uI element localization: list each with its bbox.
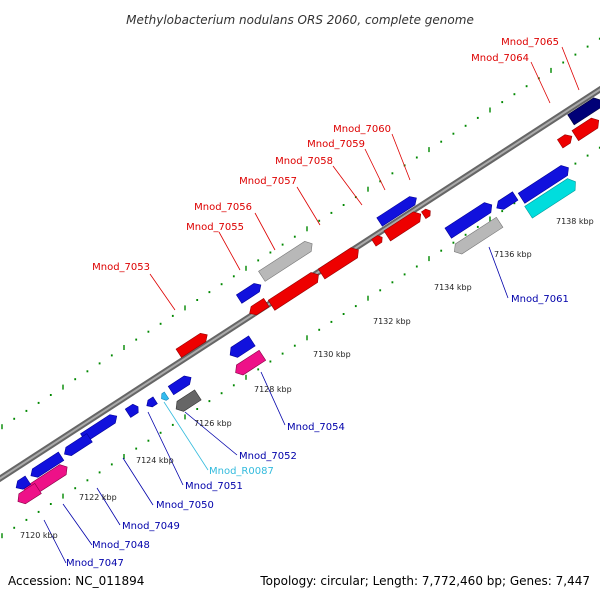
gene-label[interactable]: Mnod_7064	[471, 53, 529, 64]
tick-rows	[1, 37, 600, 539]
gene-arrow[interactable]	[13, 475, 32, 492]
gene-arrow[interactable]	[247, 297, 270, 317]
gene-arrow[interactable]	[267, 270, 322, 311]
gene-arrow[interactable]	[15, 483, 42, 506]
gene-arrow[interactable]	[167, 373, 194, 396]
gene-label[interactable]: Mnod_7053	[92, 262, 150, 273]
tick-label: 7130 kbp	[313, 350, 351, 359]
gene-arrow[interactable]	[517, 163, 572, 204]
tick-label: 7132 kbp	[373, 317, 411, 326]
gene-arrow[interactable]	[317, 245, 361, 280]
gene-label[interactable]: Mnod_R0087	[209, 466, 274, 477]
gene-arrow[interactable]	[173, 389, 202, 414]
gene-arrow[interactable]	[421, 207, 432, 219]
gene-arrow[interactable]	[376, 194, 419, 227]
genome-summary-text: Topology: circular; Length: 7,772,460 bp…	[259, 574, 590, 588]
gene-label[interactable]: Mnod_7049	[122, 521, 180, 532]
tick-label: 7138 kbp	[556, 217, 594, 226]
gene-arrow[interactable]	[235, 281, 263, 304]
tick-label: 7120 kbp	[20, 531, 58, 540]
gene-label[interactable]: Mnod_7055	[186, 222, 244, 233]
gene-label[interactable]: Mnod_7057	[239, 176, 297, 187]
gene-label[interactable]: Mnod_7051	[185, 481, 243, 492]
gene-features	[13, 95, 600, 506]
scale-ticks: 7120 kbp 7122 kbp 7124 kbp 7126 kbp 7128…	[20, 217, 594, 540]
gene-label[interactable]: Mnod_7048	[92, 540, 150, 551]
gene-arrow[interactable]	[444, 200, 495, 239]
gene-arrow[interactable]	[258, 239, 316, 282]
tick-label: 7134 kbp	[434, 283, 472, 292]
gene-arrow[interactable]	[556, 132, 574, 149]
tick-label: 7122 kbp	[79, 493, 117, 502]
gene-arrow[interactable]	[383, 209, 424, 242]
gene-label[interactable]: Mnod_7052	[239, 451, 297, 462]
gene-arrow[interactable]	[28, 451, 65, 480]
gene-label[interactable]: Mnod_7050	[156, 500, 214, 511]
accession-text: Accession: NC_011894	[8, 574, 144, 588]
gene-arrow[interactable]	[494, 191, 519, 212]
gene-label[interactable]: Mnod_7061	[511, 294, 569, 305]
gene-label[interactable]: Mnod_7056	[194, 202, 252, 213]
gene-label[interactable]: Mnod_7058	[275, 156, 333, 167]
gene-arrow[interactable]	[145, 396, 158, 409]
gene-label[interactable]: Mnod_7059	[307, 139, 365, 150]
gene-arrow[interactable]	[232, 349, 267, 377]
gene-arrow[interactable]	[62, 433, 93, 459]
gene-arrow[interactable]	[175, 331, 210, 358]
gene-arrow[interactable]	[451, 216, 504, 256]
upper-gene-labels: Mnod_7053 Mnod_7055 Mnod_7056 Mnod_7057 …	[92, 37, 580, 311]
gene-label[interactable]: Mnod_7060	[333, 124, 391, 135]
gene-arrow[interactable]	[227, 335, 256, 360]
gene-arrow[interactable]	[567, 95, 600, 126]
gene-arrow[interactable]	[124, 403, 141, 418]
gene-label[interactable]: Mnod_7054	[287, 422, 345, 433]
tick-label: 7124 kbp	[136, 456, 174, 465]
gene-arrow[interactable]	[371, 234, 385, 247]
gene-label[interactable]: Mnod_7047	[66, 558, 124, 569]
lower-gene-labels: Mnod_7047 Mnod_7048 Mnod_7049 Mnod_7050 …	[43, 246, 569, 569]
gene-arrow[interactable]	[524, 176, 580, 219]
gene-arrow[interactable]	[159, 391, 170, 402]
tick-label: 7126 kbp	[194, 419, 232, 428]
tick-label: 7128 kbp	[254, 385, 292, 394]
tick-label: 7136 kbp	[494, 250, 532, 259]
gene-label[interactable]: Mnod_7065	[501, 37, 559, 48]
gene-arrow[interactable]	[571, 115, 600, 142]
map-title: Methylobacterium nodulans ORS 2060, comp…	[126, 13, 474, 27]
